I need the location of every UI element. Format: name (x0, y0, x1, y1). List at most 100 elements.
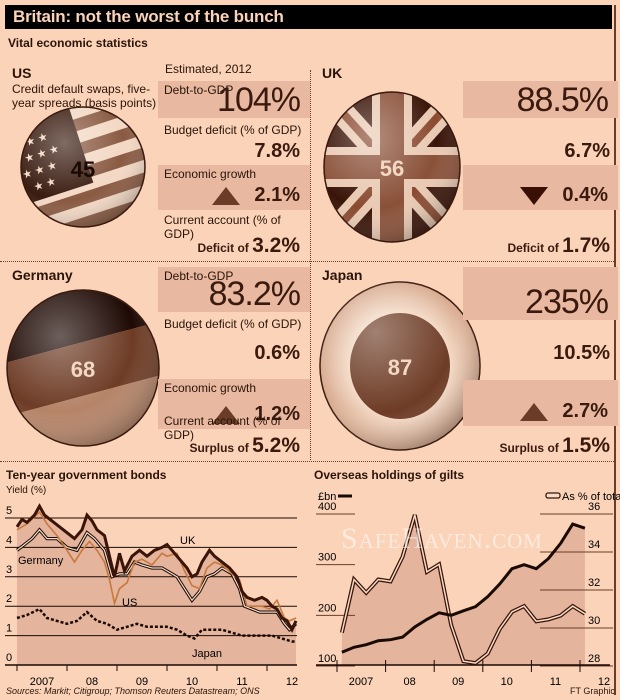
x-tick-label: 11 (550, 676, 561, 688)
current-account-value: Surplus of 5.2% (189, 434, 300, 458)
series-label-us: US (122, 597, 137, 609)
right-tick-label: 28 (588, 653, 600, 665)
left-tick-label: 300 (318, 552, 336, 564)
x-tick-label: 08 (403, 676, 415, 688)
ca-prefix: Deficit of (507, 241, 559, 255)
left-tick-label: 400 (318, 501, 336, 513)
ca-prefix: Surplus of (189, 441, 249, 455)
debt-label: Debt-to-GDP (164, 269, 234, 283)
current-account-value: Deficit of 3.2% (197, 234, 300, 258)
deficit-value: 7.8% (254, 140, 300, 162)
cds-value: 45 (71, 157, 95, 182)
pct-line (341, 514, 586, 664)
infographic-title: Britain: not the worst of the bunch (5, 5, 612, 29)
current-account-label: Current account (% of GDP) (164, 414, 281, 442)
series-label-germany: Germany (18, 555, 64, 567)
uk-flag-icon: 56 (323, 91, 461, 243)
x-tick-label: 2007 (30, 676, 54, 688)
arrow-up-icon (520, 402, 549, 421)
debt-box: 235% (463, 267, 618, 321)
watermark: SafeHaven.com (341, 522, 543, 555)
current-account-value: Surplus of 1.5% (499, 434, 610, 458)
growth-box: Economic growth 1.2% (158, 379, 310, 429)
current-account-label: Current account (% of GDP) (164, 213, 281, 241)
country-name: Germany (12, 267, 73, 283)
sources-note: Sources: Markit; Citigroup; Thomson Reut… (6, 686, 260, 696)
y-tick-label: 4 (6, 534, 12, 546)
country-name: UK (322, 65, 343, 81)
left-tick-label: 200 (318, 602, 336, 614)
germany-flag-icon: 68 (4, 288, 164, 448)
bonds-y-label: Yield (%) (6, 485, 47, 496)
y-tick-label: 1 (6, 623, 12, 635)
x-tick-label: 10 (501, 676, 513, 688)
debt-label: Debt-to-GDP (164, 83, 234, 97)
growth-value: 2.7% (562, 400, 608, 422)
country-panel-uk: UK 56 88.5% 6.7% 0.4% Deficit of 1.7% (310, 60, 620, 260)
growth-label: Economic growth (164, 167, 257, 181)
uk-line (15, 503, 298, 633)
cds-value: 56 (380, 156, 404, 181)
japan-flag-icon: 87 (319, 281, 481, 451)
cds-value: 87 (388, 355, 412, 380)
cds-description: Credit default swaps, five-year spreads … (12, 82, 157, 110)
debt-box: Debt-to-GDP 104% (158, 81, 310, 119)
right-border (614, 5, 616, 695)
left-tick-label: 100 (318, 653, 336, 665)
gilts-chart-title: Overseas holdings of gilts (314, 468, 465, 482)
ca-value: 3.2% (252, 234, 300, 257)
x-tick-label: 12 (598, 676, 610, 688)
growth-value: 2.1% (254, 184, 300, 206)
ca-prefix: Surplus of (499, 441, 559, 455)
ca-value: 1.7% (562, 234, 610, 257)
x-tick-label: 08 (86, 676, 98, 688)
country-name: US (12, 65, 32, 81)
right-tick-label: 30 (588, 615, 600, 627)
deficit-label: Budget deficit (% of GDP) (164, 317, 302, 331)
debt-box: 88.5% (463, 81, 618, 119)
debt-box: Debt-to-GDP 83.2% (158, 267, 310, 313)
deficit-value: 0.6% (254, 342, 300, 364)
x-tick-label: 09 (136, 676, 148, 688)
arrow-down-icon (520, 186, 549, 205)
legend-pct-swatch (545, 492, 561, 499)
x-tick-label: 10 (186, 676, 198, 688)
pct-area-fill (341, 514, 585, 665)
debt-value: 235% (525, 283, 609, 321)
series-label-japan: Japan (192, 648, 222, 660)
right-tick-label: 36 (588, 501, 600, 513)
cds-value: 68 (71, 357, 95, 382)
legend-bn-label: £bn (318, 491, 336, 503)
ca-value: 1.5% (562, 434, 610, 457)
debt-value: 104% (217, 81, 301, 119)
bn-line (341, 522, 586, 654)
arrow-up-icon (212, 186, 241, 205)
growth-box: Economic growth 2.1% (158, 165, 310, 210)
uk-area-fill (17, 506, 296, 665)
deficit-value: 10.5% (553, 342, 610, 364)
germany-line (16, 528, 297, 631)
deficit-label: Budget deficit (% of GDP) (164, 123, 302, 137)
arrow-up-icon (212, 405, 241, 424)
growth-box: 0.4% (463, 165, 618, 210)
estimated-label: Estimated, 2012 (165, 62, 252, 76)
growth-label: Economic growth (164, 381, 257, 395)
us-line (16, 510, 297, 622)
x-tick-label: 11 (236, 676, 247, 688)
y-tick-label: 0 (6, 652, 12, 664)
ca-value: 5.2% (252, 434, 300, 457)
column-divider (310, 70, 311, 460)
current-account-value: Deficit of 1.7% (507, 234, 610, 258)
x-tick-label: 2007 (349, 676, 373, 688)
section-subtitle: Vital economic statistics (8, 36, 148, 50)
country-panel-japan: Japan 87 235% 10.5% 2.7% Surplus of 1.5% (310, 262, 620, 462)
debt-value: 83.2% (208, 275, 301, 313)
japan-line (16, 607, 296, 643)
us-flag-icon: ★ ★ ★★ ★ ★★ ★ ★★ ★ 45 (18, 105, 148, 230)
section-divider (0, 461, 616, 462)
x-tick-label: 09 (452, 676, 464, 688)
x-tick-label: 12 (286, 676, 298, 688)
country-name: Japan (322, 267, 363, 283)
y-tick-label: 3 (6, 564, 12, 576)
